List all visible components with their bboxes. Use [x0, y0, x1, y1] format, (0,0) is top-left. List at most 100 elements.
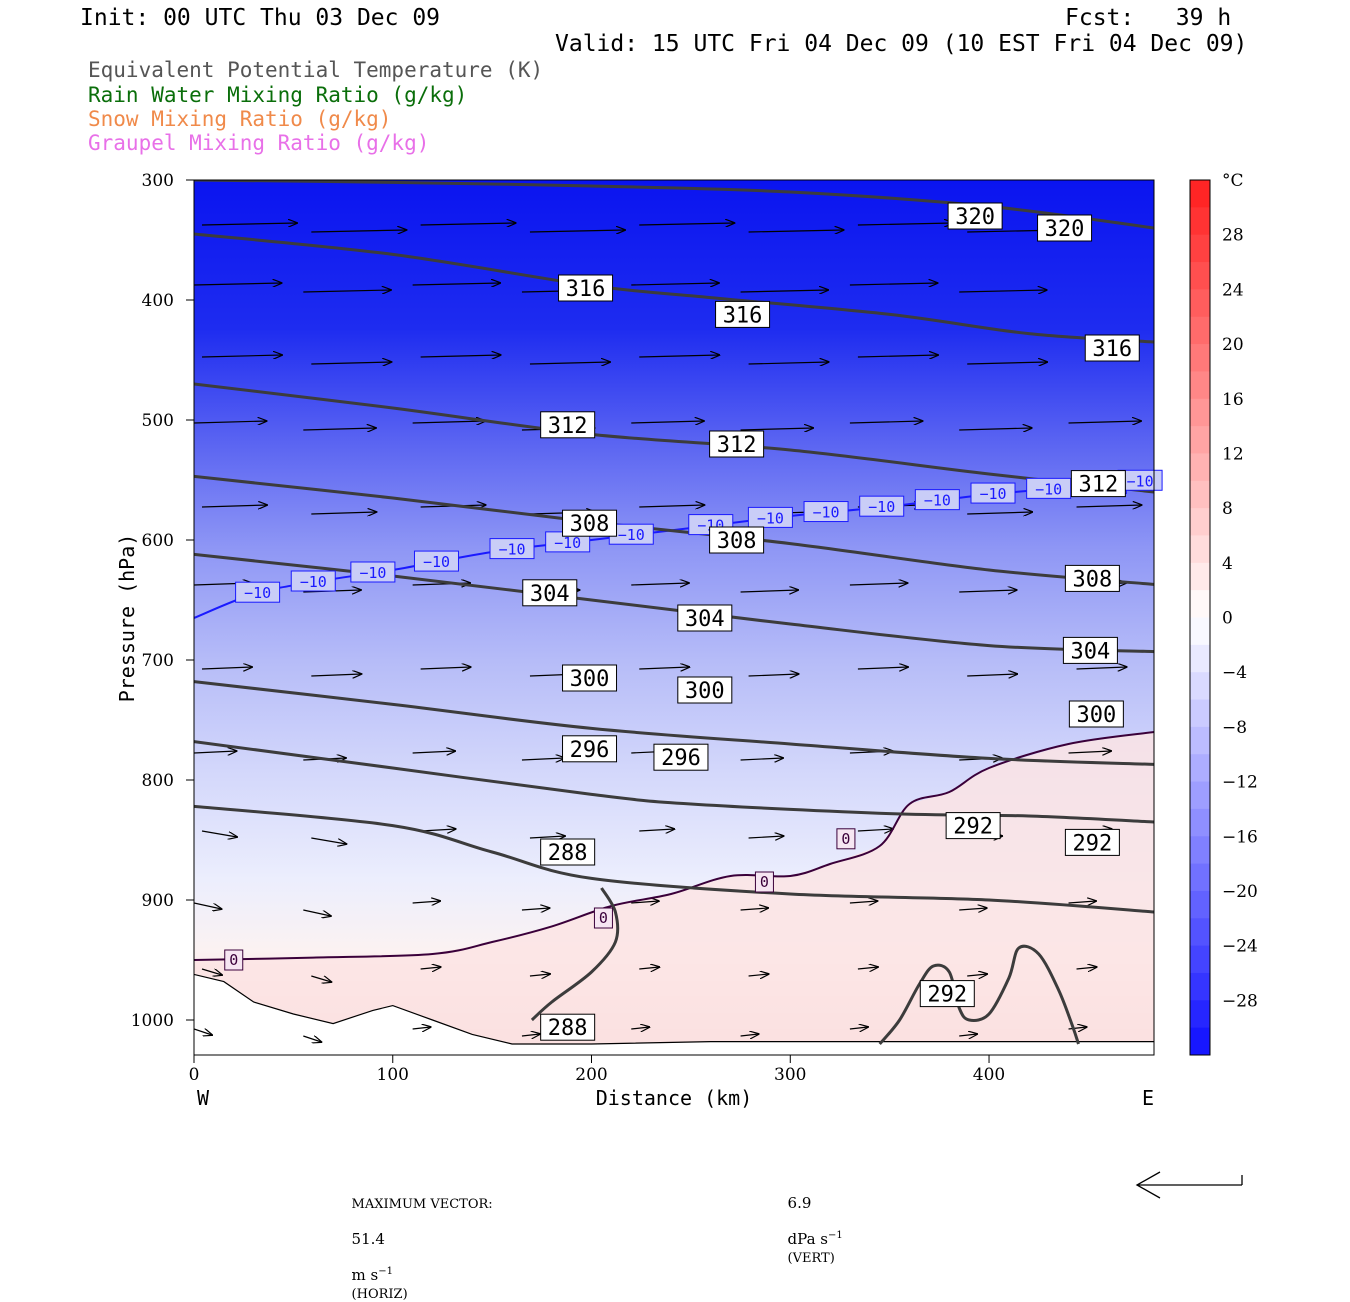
wind-vector [1076, 667, 1127, 669]
wind-vector [740, 908, 769, 910]
forecast-hour: Fcst: 39 h [1065, 5, 1232, 31]
cross-section-chart: −10 −10 −10 −10 −10 −10 −10 −10 −10 −10 −10 −10 −10 −… [115, 171, 1258, 1199]
colorbar-band [1190, 508, 1210, 536]
theta-e-label-box [947, 202, 1003, 230]
wind-vector [748, 230, 844, 232]
temp-label-box [1026, 477, 1072, 499]
max-vector-vert-exp: −1 [827, 1230, 843, 1241]
max-vector-horiz-unit: m s [351, 1266, 379, 1284]
theta-e-label: 316 [1092, 337, 1132, 362]
wind-vector [529, 836, 565, 838]
colorbar-band [1190, 1000, 1210, 1029]
legend-graupel: Graupel Mixing Ratio (g/kg) [88, 131, 430, 155]
theta-e-label-box [653, 743, 709, 771]
theta-e-label: 300 [570, 667, 610, 692]
theta-e-label-box [709, 526, 765, 554]
theta-e-label: 312 [1078, 473, 1118, 498]
colorbar-tick-label: −28 [1222, 991, 1258, 1011]
theta-e-label: 300 [1076, 703, 1116, 728]
wind-vector [857, 355, 938, 357]
wind-vector [201, 968, 222, 975]
theta-e-label: 304 [1071, 639, 1111, 664]
theta-e-contour-line [194, 680, 1154, 766]
x-tick-label: 200 [575, 1065, 607, 1085]
theta-e-label: 288 [548, 841, 588, 866]
theta-e-label: 288 [548, 1016, 588, 1041]
wind-vector [740, 428, 814, 430]
wind-vector [740, 590, 799, 592]
wind-vector [311, 362, 391, 364]
wind-vector [631, 283, 719, 285]
wind-vector [849, 421, 923, 423]
wind-vector [967, 512, 1032, 514]
temperature-contour-line [194, 731, 1154, 961]
wind-vector [412, 283, 501, 285]
init-time: Init: 00 UTC Thu 03 Dec 09 [80, 5, 441, 31]
wind-vector [420, 967, 441, 969]
wind-vector [412, 901, 441, 903]
wind-vector [412, 421, 486, 423]
theta-e-label: 304 [530, 582, 570, 607]
wind-vector [311, 837, 346, 844]
colorbar-band [1190, 863, 1210, 892]
colorbar-band [1190, 180, 1210, 208]
x-tick-label: 100 [377, 1065, 409, 1085]
wind-vector [967, 974, 987, 976]
temp-contour-label: −10 [300, 573, 327, 591]
valid-time: Valid: 15 UTC Fri 04 Dec 09 (10 EST Fri … [555, 31, 1248, 57]
wind-vector [201, 667, 252, 669]
theta-e-label-box [562, 509, 618, 537]
temp-label-box [290, 570, 336, 592]
theta-e-label-box [1037, 214, 1093, 242]
temp-contour-label: −10 [498, 541, 525, 559]
wind-vector [1068, 901, 1097, 903]
wind-vector [639, 667, 689, 669]
wind-vector [194, 751, 237, 753]
colorbar-band [1190, 289, 1210, 318]
colorbar-band [1190, 754, 1210, 783]
wind-vector [959, 1034, 977, 1036]
wind-vector [420, 667, 471, 669]
wind-vector [748, 674, 799, 676]
wind-vector [303, 1036, 321, 1042]
colorbar-band [1190, 371, 1210, 400]
theta-e-label: 316 [723, 303, 763, 328]
max-vector-horiz-exp: −1 [378, 1266, 393, 1277]
temp-contour-label: −10 [979, 485, 1006, 503]
zero-label-box [593, 907, 613, 929]
temp-contour-label: −10 [359, 564, 386, 582]
wind-vector [1076, 505, 1142, 507]
zero-label-box [224, 949, 244, 971]
theta-e-label-box [562, 735, 618, 763]
colorbar-band [1190, 890, 1210, 919]
wind-vector [311, 230, 406, 232]
wind-vector [311, 674, 361, 676]
max-vector-label: MAXIMUM VECTOR: [351, 1197, 493, 1212]
wind-vector [420, 355, 501, 357]
temp-contour-label: −10 [423, 553, 450, 571]
wind-vector [521, 908, 550, 910]
theta-e-contour-line [530, 887, 620, 1022]
wind-vector [529, 974, 550, 976]
colorbar-frame [1189, 179, 1211, 1056]
wind-vector [194, 1029, 212, 1035]
colorbar-band [1190, 726, 1210, 755]
theta-e-label: 296 [570, 738, 610, 763]
temp-contour-label: −10 [1127, 472, 1154, 490]
colorbar-band [1190, 562, 1210, 591]
zero-contour-label: 0 [229, 951, 238, 969]
plot-frame [193, 179, 1155, 1056]
temp-contour-label: −10 [813, 504, 840, 522]
max-vector-horiz-value: 51.4 [351, 1230, 385, 1248]
wind-vector [849, 1027, 868, 1029]
theta-e-label-box [1064, 564, 1120, 592]
theta-e-label-box [1068, 700, 1124, 728]
temp-contour-label: −10 [554, 534, 581, 552]
colorbar-band [1190, 808, 1210, 837]
wind-vector [303, 909, 331, 916]
wind-vector [412, 751, 456, 753]
terrain-line [194, 973, 1154, 1045]
colorbar-unit: °C [1222, 171, 1244, 191]
colorbar-band [1190, 972, 1210, 1001]
wind-vector [748, 974, 769, 976]
